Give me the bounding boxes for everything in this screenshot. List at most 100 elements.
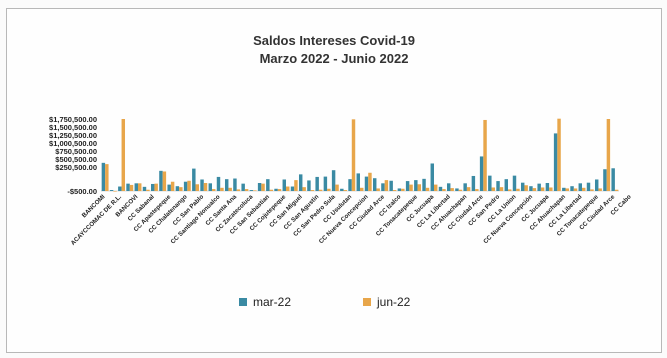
bar-jun: [113, 191, 117, 192]
bar-mar: [331, 170, 336, 191]
legend-label-mar: mar-22: [253, 295, 292, 309]
bar-jun: [269, 189, 274, 191]
bar-jun: [146, 189, 150, 191]
legend-label-jun: jun-22: [377, 295, 411, 309]
bar-jun: [277, 189, 282, 191]
bar-mar: [101, 162, 106, 191]
bar-mar: [463, 183, 467, 191]
bar-mar: [257, 183, 262, 191]
bar-mar: [175, 186, 180, 191]
bar-mar: [562, 187, 566, 191]
bar-jun: [244, 189, 249, 191]
bar-mar: [537, 183, 541, 191]
y-tick-label: $750,500.00: [55, 147, 97, 156]
bar-jun: [425, 187, 430, 191]
bar-jun: [573, 188, 578, 191]
bar-jun: [302, 187, 306, 191]
bar-mar: [109, 190, 114, 191]
y-tick-label: $1,250,500.00: [49, 131, 97, 140]
chart-title: Saldos Intereses Covid-19: [253, 33, 415, 48]
bar-mar: [479, 156, 484, 191]
bar-mar: [192, 168, 196, 191]
bar-jun: [614, 189, 619, 191]
bar-jun: [524, 185, 528, 191]
bar-jun: [310, 190, 315, 191]
bar-mar: [553, 133, 558, 191]
bar-mar: [372, 178, 377, 191]
bar-mar: [488, 175, 492, 191]
bar-jun: [499, 187, 504, 191]
bar-mar: [159, 170, 163, 191]
bar-mar: [167, 184, 171, 191]
bar-mar: [274, 188, 278, 191]
y-tick-label: $500,500.00: [55, 155, 97, 164]
bar-jun: [466, 187, 471, 191]
bar-mar: [290, 186, 295, 191]
bar-jun: [392, 190, 397, 191]
bar-mar: [520, 182, 525, 191]
bar-jun: [409, 184, 413, 191]
bar-mar: [496, 181, 500, 191]
bar-jun: [532, 188, 537, 191]
bar-jun: [286, 186, 290, 191]
bar-mar: [298, 174, 303, 191]
bar-jun: [516, 188, 520, 191]
bar-jun: [195, 184, 200, 191]
bar-mar: [446, 183, 451, 191]
bar-mar: [414, 180, 418, 191]
bar-jun: [376, 188, 380, 191]
bar-jun: [384, 180, 389, 191]
bar-jun: [582, 187, 586, 191]
bar-jun: [351, 119, 356, 191]
chart-subtitle: Marzo 2022 - Junio 2022: [259, 51, 409, 66]
bar-mar: [381, 183, 385, 191]
bar-mar: [118, 186, 122, 191]
bar-jun: [335, 184, 339, 191]
bar-jun: [327, 188, 331, 191]
bar-mar: [364, 176, 369, 191]
bar-chart: $1,750,500.00$1,500,500.00$1,250,500.00$…: [49, 115, 633, 247]
bar-jun: [129, 184, 134, 191]
bar-jun: [606, 119, 611, 191]
bar-mar: [282, 179, 286, 191]
y-tick-label: -$500.00: [67, 187, 97, 196]
bar-mar: [594, 179, 599, 191]
bar-jun: [557, 118, 561, 191]
bar-mar: [603, 169, 607, 191]
chart-frame: Saldos Intereses Covid-19 Marzo 2022 - J…: [6, 8, 662, 353]
bar-jun: [590, 189, 594, 191]
bar-jun: [187, 180, 191, 191]
bar-mar: [216, 176, 221, 191]
bar-jun: [368, 172, 372, 191]
bar-mar: [249, 190, 254, 191]
bar-mar: [455, 188, 459, 191]
bar-jun: [228, 187, 232, 191]
bar-mar: [126, 183, 130, 191]
y-tick-label: $1,500,500.00: [49, 123, 97, 132]
bar-mar: [233, 178, 237, 191]
bar-jun: [154, 183, 158, 191]
bar-jun: [343, 190, 348, 191]
bar-jun: [549, 187, 553, 191]
bar-mar: [471, 175, 476, 191]
bar-jun: [540, 187, 545, 191]
y-tick-label: $1,000,500.00: [49, 139, 97, 148]
bar-jun: [138, 183, 142, 191]
bar-jun: [598, 188, 602, 191]
bar-mar: [208, 183, 212, 191]
bar-mar: [438, 186, 443, 191]
bar-mar: [183, 181, 188, 191]
bar-mar: [578, 183, 582, 191]
bar-mar: [266, 179, 270, 191]
bar-jun: [450, 188, 454, 191]
bar-jun: [401, 188, 405, 191]
bar-jun: [162, 171, 167, 191]
legend-item-jun: jun-22: [363, 295, 410, 309]
bar-jun: [318, 189, 323, 191]
bar-mar: [586, 182, 591, 191]
bar-mar: [307, 180, 311, 191]
bar-jun: [253, 190, 257, 191]
bar-jun: [170, 181, 175, 191]
bar-mar: [241, 183, 245, 191]
bar-mar: [134, 183, 138, 191]
